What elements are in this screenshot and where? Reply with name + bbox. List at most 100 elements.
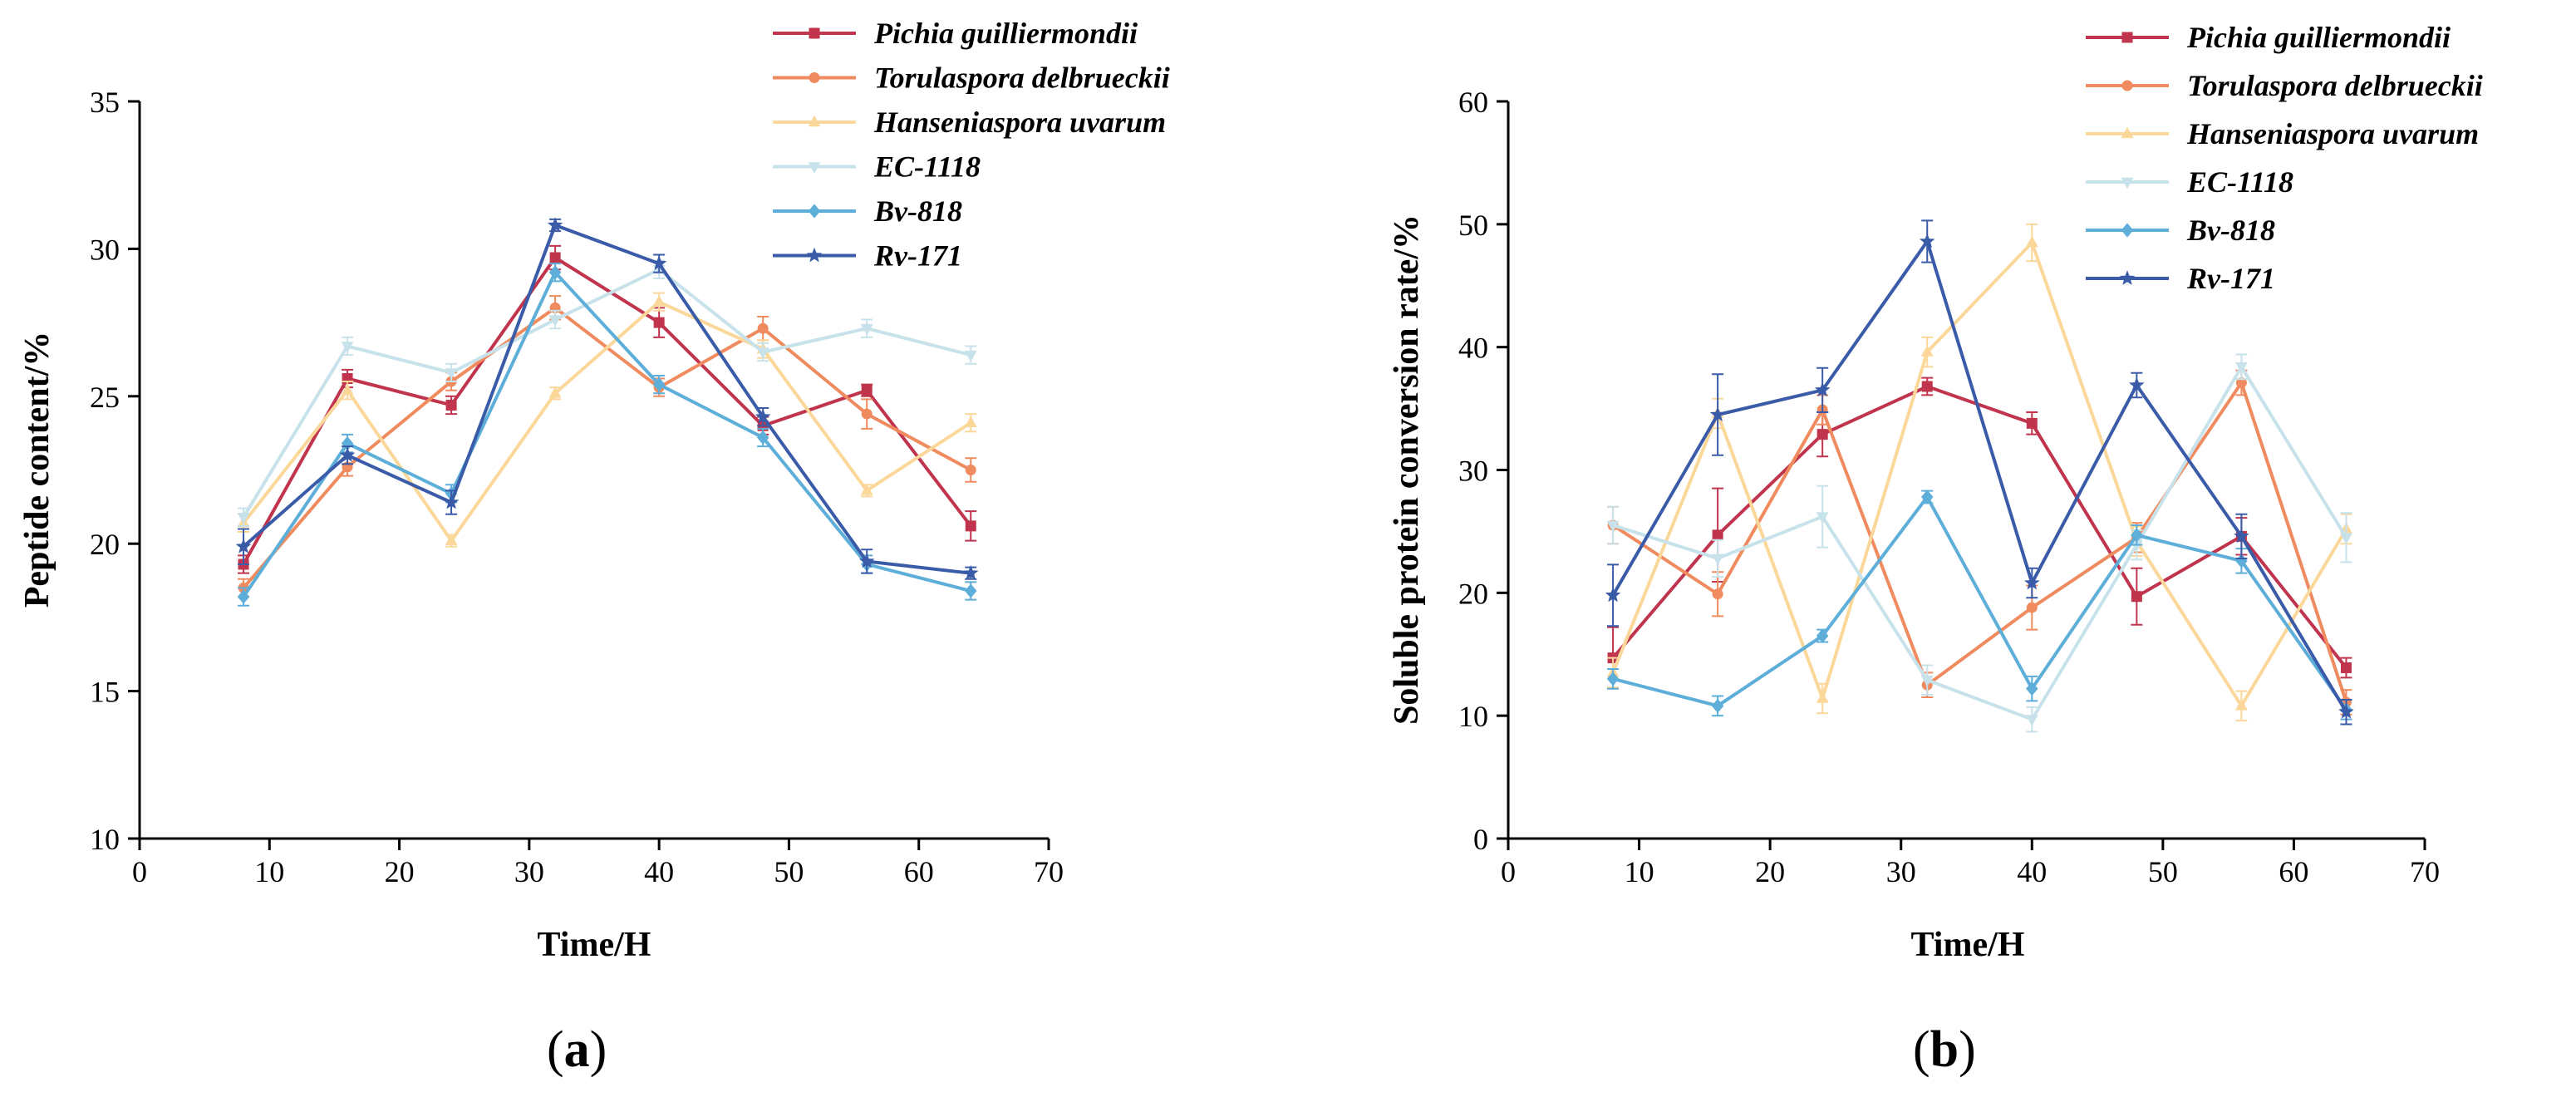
legend-label: Pichia guilliermondii xyxy=(873,17,1138,50)
y-tick-label: 20 xyxy=(1458,577,1488,610)
series-ec-1118 xyxy=(1606,353,2352,733)
data-point xyxy=(2131,591,2142,603)
legend-marker xyxy=(2121,32,2133,43)
data-point xyxy=(2338,703,2354,719)
series-line xyxy=(242,255,972,565)
x-tick-label: 70 xyxy=(1034,855,1064,888)
data-point xyxy=(861,385,873,396)
y-tick-label: 10 xyxy=(90,823,120,856)
legend-label: EC-1118 xyxy=(2186,165,2293,199)
legend: Pichia guilliermondii Torulaspora delbrue… xyxy=(2086,21,2483,295)
x-tick-label: 30 xyxy=(1886,855,1916,888)
y-tick-label: 35 xyxy=(90,86,120,119)
data-point xyxy=(653,317,665,328)
x-tick-label: 50 xyxy=(2148,855,2178,888)
data-point xyxy=(2129,376,2145,392)
legend-marker xyxy=(2121,80,2133,91)
panel-label-letter: a xyxy=(564,1021,590,1078)
legend-marker xyxy=(2119,270,2136,285)
data-point xyxy=(548,265,562,280)
legend-item-hanseniaspora-uvarum: Hanseniaspora uvarum xyxy=(773,106,1166,139)
legend-item-torulaspora-delbrueckii: Torulaspora delbrueckii xyxy=(2086,69,2483,102)
y-tick-label: 0 xyxy=(1473,823,1488,856)
y-tick-label: 15 xyxy=(90,676,120,709)
data-point xyxy=(964,583,977,598)
x-tick-label: 0 xyxy=(1501,855,1516,888)
data-point xyxy=(2340,662,2352,674)
x-tick-label: 10 xyxy=(1625,855,1654,888)
y-tick-label: 25 xyxy=(90,381,120,414)
legend-item-rv-171: Rv-171 xyxy=(2086,262,2275,295)
data-point xyxy=(445,534,458,545)
legend-label: Hanseniaspora uvarum xyxy=(2186,117,2479,150)
data-point xyxy=(1709,406,1726,421)
data-point xyxy=(1712,588,1723,600)
legend-item-ec-1118: EC-1118 xyxy=(2086,165,2293,199)
data-point xyxy=(965,465,976,475)
y-axis-title: Peptide content/% xyxy=(18,332,57,608)
data-point xyxy=(549,252,561,263)
data-point xyxy=(1816,429,1828,440)
data-point xyxy=(964,350,977,362)
y-tick-label: 30 xyxy=(90,233,120,266)
series-hanseniaspora-uvarum xyxy=(237,292,977,548)
data-point xyxy=(445,399,457,411)
data-point xyxy=(1920,675,1934,687)
data-point xyxy=(1816,628,1829,643)
legend-item-torulaspora-delbrueckii: Torulaspora delbrueckii xyxy=(773,61,1170,95)
series-torulaspora-delbrueckii xyxy=(1607,369,2352,716)
series-rv-171 xyxy=(1605,219,2354,726)
series-line xyxy=(242,267,971,519)
data-point xyxy=(1606,672,1620,686)
data-point xyxy=(1816,512,1829,524)
x-axis-title: Time/H xyxy=(1911,926,2025,964)
data-point xyxy=(443,494,460,509)
legend: Pichia guilliermondii Torulaspora delbrue… xyxy=(773,17,1170,273)
legend-label: Hanseniaspora uvarum xyxy=(873,106,1166,139)
data-point xyxy=(1919,233,1935,248)
series-ec-1118 xyxy=(237,259,977,527)
panel-label-open-paren: ( xyxy=(1913,1021,1930,1078)
x-tick-label: 20 xyxy=(1755,855,1785,888)
series-line xyxy=(242,269,971,598)
x-tick-label: 50 xyxy=(774,855,804,888)
x-tick-label: 60 xyxy=(904,855,934,888)
series-rv-171 xyxy=(235,217,979,580)
legend-marker xyxy=(809,72,820,83)
x-tick-label: 70 xyxy=(2410,855,2440,888)
series-line xyxy=(1611,238,2348,713)
legend-item-pichia-guilliermondii: Pichia guilliermondii xyxy=(2086,21,2451,54)
x-axis-title: Time/H xyxy=(538,926,651,964)
y-tick-label: 20 xyxy=(90,528,120,561)
legend-item-ec-1118: EC-1118 xyxy=(773,150,981,184)
panel-a: 0 10 20 30 40 50 60 70 10 15 20 25 30 35 Time/H Peptide… xyxy=(18,17,1170,1078)
legend-label: Bv-818 xyxy=(2186,214,2275,247)
x-tick-label: 30 xyxy=(514,855,544,888)
data-point xyxy=(1606,520,1620,533)
legend-marker xyxy=(806,247,823,263)
legend-label: Rv-171 xyxy=(2186,262,2275,295)
data-point xyxy=(1816,691,1829,703)
data-point xyxy=(339,447,356,462)
legend-label: EC-1118 xyxy=(873,150,981,184)
data-point xyxy=(965,520,976,532)
data-point xyxy=(755,408,771,424)
legend-item-bv-818: Bv-818 xyxy=(2086,214,2275,247)
data-point xyxy=(756,430,769,445)
data-point xyxy=(341,383,354,396)
data-point xyxy=(2026,417,2038,429)
data-point xyxy=(2340,533,2352,545)
data-point xyxy=(757,322,769,334)
legend-label: Bv-818 xyxy=(873,194,962,228)
y-tick-label: 60 xyxy=(1458,86,1488,119)
panel-label-letter: b xyxy=(1930,1021,1959,1078)
panel-label-close-paren: ) xyxy=(1959,1021,1976,1078)
data-point xyxy=(2023,574,2040,590)
legend-marker xyxy=(809,27,820,39)
data-point xyxy=(2025,715,2038,726)
x-tick-label: 10 xyxy=(254,855,284,888)
data-point xyxy=(1711,553,1724,566)
legend-item-rv-171: Rv-171 xyxy=(773,239,962,273)
data-point xyxy=(548,386,562,398)
x-tick-label: 60 xyxy=(2279,855,2308,888)
